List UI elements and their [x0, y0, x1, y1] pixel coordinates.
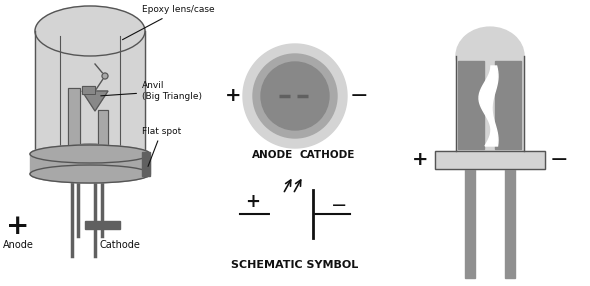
Text: +: +: [6, 212, 30, 239]
Ellipse shape: [35, 6, 145, 56]
Ellipse shape: [30, 165, 150, 183]
Bar: [68, 88, 80, 148]
Text: −: −: [350, 86, 368, 106]
Bar: [30, 154, 150, 174]
Text: Cathode: Cathode: [100, 240, 140, 250]
Ellipse shape: [30, 145, 150, 163]
Polygon shape: [479, 66, 498, 146]
Text: Epoxy lens/case: Epoxy lens/case: [123, 5, 215, 40]
Bar: [82, 86, 95, 94]
Polygon shape: [249, 50, 341, 142]
Bar: [435, 151, 545, 169]
Circle shape: [261, 62, 329, 130]
Polygon shape: [243, 44, 347, 148]
Ellipse shape: [456, 27, 524, 85]
Bar: [495, 61, 521, 149]
Text: −: −: [550, 150, 568, 170]
Bar: [68, 88, 80, 148]
Bar: [465, 169, 475, 278]
Text: +: +: [412, 151, 428, 169]
Text: +: +: [225, 87, 241, 105]
Polygon shape: [271, 190, 313, 238]
Bar: [35, 31, 145, 156]
Bar: [85, 221, 120, 229]
Bar: [98, 110, 108, 148]
Text: +: +: [245, 193, 261, 211]
Text: Flat spot: Flat spot: [142, 126, 181, 166]
Bar: [82, 86, 95, 94]
Bar: [456, 56, 524, 151]
Text: −: −: [331, 196, 347, 215]
Circle shape: [102, 73, 108, 79]
Text: SCHEMATIC SYMBOL: SCHEMATIC SYMBOL: [231, 260, 359, 270]
Text: CATHODE: CATHODE: [299, 150, 355, 160]
Text: ANODE: ANODE: [253, 150, 294, 160]
Circle shape: [253, 54, 337, 138]
Bar: [458, 61, 484, 149]
Text: Anvil
(Big Triangle): Anvil (Big Triangle): [101, 81, 202, 101]
Bar: [98, 110, 108, 148]
Bar: [505, 169, 515, 278]
Text: Anode: Anode: [2, 240, 34, 250]
Polygon shape: [142, 152, 150, 176]
Bar: [435, 151, 545, 169]
Polygon shape: [82, 91, 108, 111]
